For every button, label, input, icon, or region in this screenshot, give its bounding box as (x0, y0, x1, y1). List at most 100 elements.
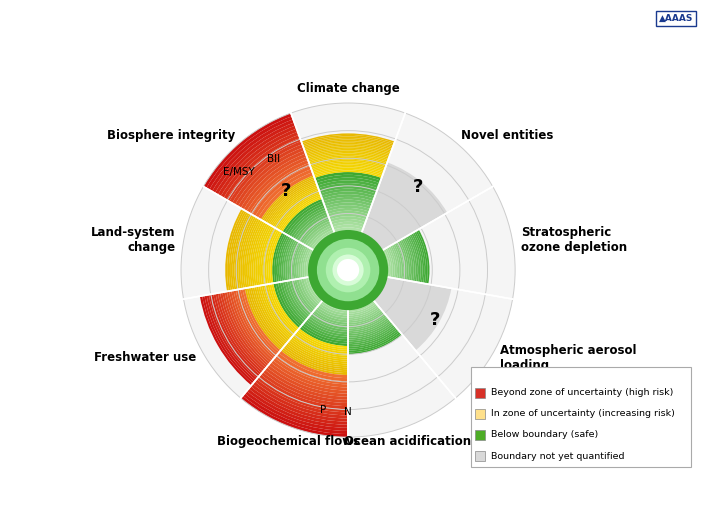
Wedge shape (274, 189, 319, 228)
Circle shape (326, 248, 371, 293)
Wedge shape (319, 186, 377, 194)
Wedge shape (314, 170, 382, 178)
Wedge shape (366, 275, 451, 350)
Text: Novel entities: Novel entities (460, 129, 553, 142)
Wedge shape (287, 240, 297, 281)
Wedge shape (292, 242, 302, 280)
Bar (475, 451, 485, 461)
Wedge shape (297, 330, 348, 350)
Wedge shape (313, 167, 383, 175)
Wedge shape (272, 188, 319, 227)
Wedge shape (303, 323, 348, 341)
Wedge shape (388, 246, 396, 278)
Wedge shape (348, 308, 381, 321)
Wedge shape (334, 227, 363, 232)
Wedge shape (261, 372, 348, 406)
Wedge shape (262, 285, 293, 337)
Wedge shape (266, 284, 295, 334)
Wedge shape (319, 303, 348, 315)
Wedge shape (406, 235, 417, 282)
Text: Below boundary (safe): Below boundary (safe) (491, 431, 598, 440)
Wedge shape (393, 243, 402, 279)
Wedge shape (231, 212, 248, 290)
Text: Ocean acidification: Ocean acidification (345, 435, 471, 448)
Wedge shape (316, 254, 321, 276)
Wedge shape (252, 166, 311, 216)
Wedge shape (209, 294, 258, 378)
Wedge shape (259, 225, 272, 286)
Wedge shape (265, 180, 316, 223)
Wedge shape (317, 236, 337, 253)
Wedge shape (297, 214, 329, 242)
Wedge shape (324, 199, 372, 206)
Wedge shape (298, 216, 329, 243)
Wedge shape (269, 230, 281, 284)
Wedge shape (298, 328, 348, 348)
Wedge shape (321, 241, 338, 256)
Circle shape (308, 230, 388, 310)
Wedge shape (230, 141, 302, 203)
Wedge shape (315, 276, 328, 296)
Wedge shape (313, 166, 384, 174)
Wedge shape (238, 289, 278, 355)
Wedge shape (403, 237, 413, 281)
Wedge shape (240, 216, 256, 289)
Wedge shape (202, 295, 254, 384)
Wedge shape (348, 295, 370, 305)
Wedge shape (322, 299, 348, 311)
Wedge shape (319, 183, 378, 191)
Wedge shape (306, 147, 390, 156)
Circle shape (328, 250, 368, 290)
Wedge shape (229, 290, 272, 363)
Wedge shape (306, 146, 390, 154)
Wedge shape (305, 223, 332, 246)
Wedge shape (240, 289, 279, 354)
Wedge shape (268, 284, 297, 333)
Wedge shape (270, 231, 282, 284)
Bar (475, 430, 485, 440)
Wedge shape (332, 222, 365, 227)
Wedge shape (279, 196, 321, 231)
Wedge shape (222, 292, 267, 368)
Wedge shape (305, 143, 392, 152)
Wedge shape (290, 337, 348, 360)
Wedge shape (257, 377, 348, 412)
Wedge shape (263, 369, 348, 403)
Wedge shape (392, 244, 400, 279)
Wedge shape (264, 178, 316, 222)
Text: ?: ? (429, 311, 440, 329)
Wedge shape (227, 138, 301, 202)
Wedge shape (348, 296, 371, 306)
Wedge shape (348, 300, 375, 312)
Wedge shape (281, 349, 348, 375)
Wedge shape (305, 144, 391, 153)
Wedge shape (238, 150, 306, 208)
Text: BII: BII (266, 154, 280, 165)
Bar (475, 409, 485, 419)
Wedge shape (308, 152, 389, 160)
Wedge shape (277, 353, 348, 381)
Wedge shape (324, 298, 348, 308)
Wedge shape (293, 334, 348, 355)
Wedge shape (348, 309, 382, 323)
Circle shape (317, 239, 379, 301)
Circle shape (337, 259, 359, 281)
Wedge shape (280, 281, 306, 323)
Wedge shape (251, 287, 285, 346)
Wedge shape (379, 251, 386, 277)
Wedge shape (215, 125, 297, 195)
Wedge shape (348, 322, 392, 340)
Wedge shape (311, 252, 318, 276)
Wedge shape (311, 160, 386, 168)
Wedge shape (387, 247, 395, 278)
Text: Biogeochemical flows: Biogeochemical flows (216, 435, 360, 448)
Wedge shape (302, 247, 310, 278)
Wedge shape (308, 250, 315, 277)
Wedge shape (235, 148, 305, 206)
Wedge shape (308, 227, 333, 249)
Wedge shape (277, 193, 321, 230)
Wedge shape (296, 279, 316, 310)
Wedge shape (232, 212, 250, 290)
Wedge shape (268, 183, 317, 225)
Wedge shape (348, 306, 379, 320)
